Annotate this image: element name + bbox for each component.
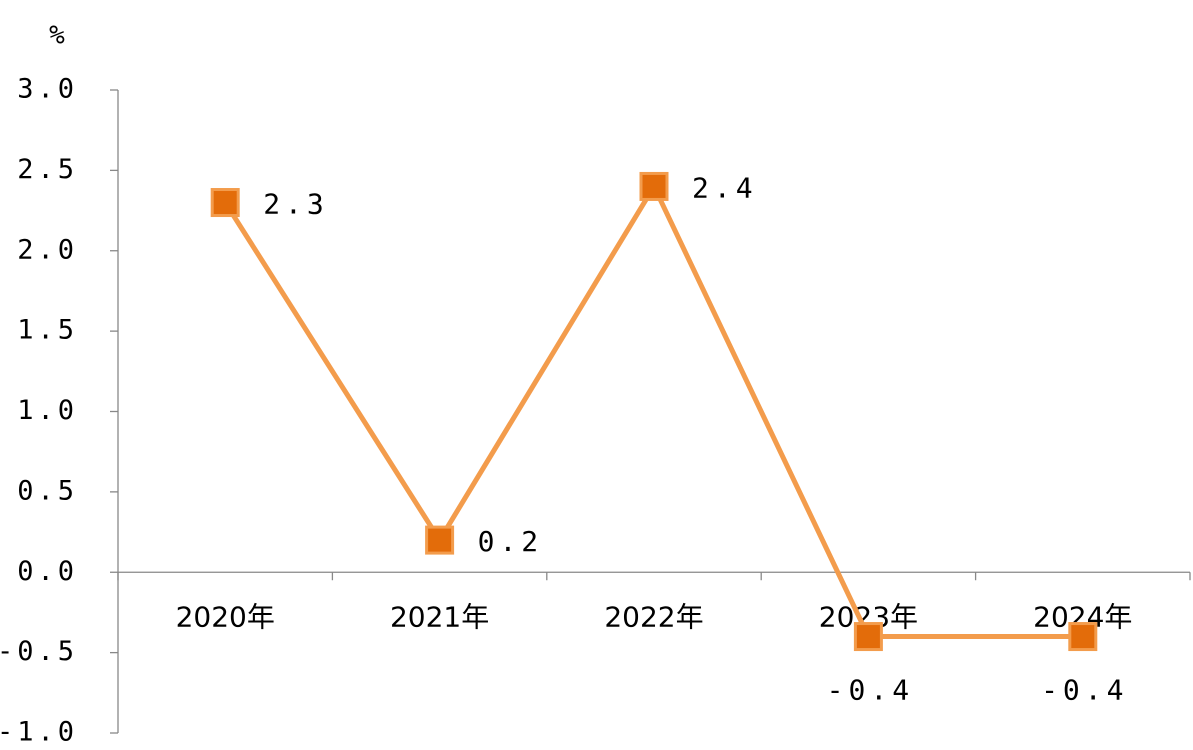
data-label: 2.3 <box>263 188 329 221</box>
line <box>223 181 1083 640</box>
y-tick-label: 1.0 <box>17 395 78 426</box>
marker <box>853 622 883 652</box>
y-tick-label: 3.0 <box>17 74 78 105</box>
unit-label: % <box>49 21 65 51</box>
marker <box>639 171 669 201</box>
data-label: 0.2 <box>478 525 544 558</box>
data-label: 2.4 <box>692 171 758 204</box>
x-tick-label: 2022年 <box>604 600 703 633</box>
y-tick-label: -1.0 <box>0 717 78 748</box>
y-tick-label: -0.5 <box>0 636 78 667</box>
marker <box>210 188 240 218</box>
y-tick-label: 0.5 <box>17 475 78 506</box>
y-tick-label: 2.5 <box>17 154 78 185</box>
x-tick-label: 2021年 <box>390 600 489 633</box>
data-label: -0.4 <box>827 674 914 707</box>
marker <box>1068 622 1098 652</box>
data-label: -0.4 <box>1041 674 1128 707</box>
marker <box>425 525 455 555</box>
y-tick-label: 1.5 <box>17 315 78 346</box>
x-tick-label: 2020年 <box>176 600 275 633</box>
y-tick-label: 0.0 <box>17 556 78 587</box>
y-tick-label: 2.0 <box>17 234 78 265</box>
